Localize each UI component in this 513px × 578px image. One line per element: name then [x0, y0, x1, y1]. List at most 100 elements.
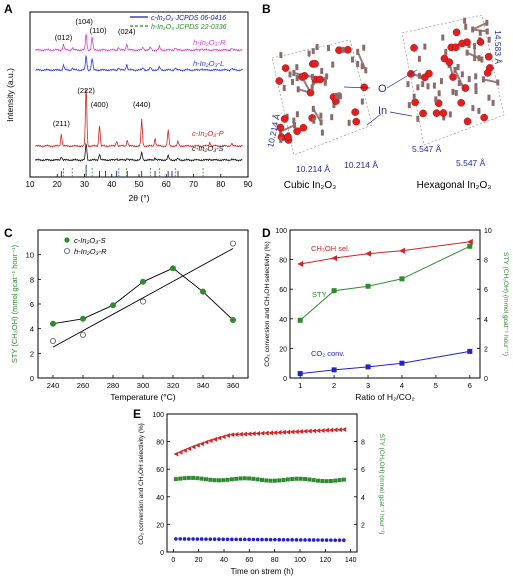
d-ytick-left-label: 0	[283, 376, 287, 383]
e-marker-sty	[216, 478, 221, 483]
e-marker-sel	[341, 427, 347, 432]
c-point-c-In2O3-S	[229, 317, 236, 324]
c-fit-line-r	[52, 248, 234, 348]
c-xlabel: Temperature (°C)	[110, 392, 175, 402]
indium-atom	[473, 43, 477, 50]
c-xtick-label: 280	[107, 381, 120, 390]
e-marker-sel	[199, 441, 205, 447]
oxygen-atom	[483, 69, 492, 77]
d-marker-CO2 conv.	[467, 348, 473, 354]
c-point-h-In2O3-R	[50, 338, 57, 345]
e-marker-sty	[221, 478, 226, 483]
e-marker-conv	[316, 538, 320, 542]
d-ytick-right-label: 8	[484, 258, 488, 265]
d-ytick-left-label: 80	[279, 258, 287, 265]
e-marker-conv	[204, 537, 208, 541]
e-marker-conv	[268, 537, 273, 542]
e-marker-sel	[233, 432, 239, 437]
d-ytick-right-label: 0	[484, 376, 488, 383]
cubic-title: Cubic In₂O₃	[284, 180, 336, 191]
xrd-peak-label-c: (400)	[91, 100, 109, 109]
xrd-xtick-label: 10	[26, 180, 35, 189]
e-marker-conv	[311, 538, 316, 542]
e-marker-sty	[178, 476, 183, 481]
e-marker-conv	[303, 538, 307, 542]
c-xtick-label: 260	[77, 381, 90, 390]
atom-label-in: In	[378, 105, 387, 117]
indium-atom	[330, 114, 334, 121]
e-marker-conv	[238, 537, 243, 542]
xrd-peak-label-h: (104)	[75, 17, 93, 26]
oxygen-atom	[461, 84, 470, 92]
e-marker-conv	[260, 537, 264, 542]
e-marker-sel	[319, 428, 325, 433]
c-xtick-label: 320	[167, 381, 180, 390]
d-ytick-left-label: 20	[279, 346, 287, 353]
e-ytick-right-label: 6	[361, 467, 365, 474]
xrd-series-label-hL: h-In₂O₃-L	[193, 59, 224, 68]
c-point-h-In2O3-R	[229, 240, 236, 247]
e-marker-conv	[174, 537, 178, 541]
xrd-xtick-label: 60	[162, 180, 171, 189]
oxygen-atom	[458, 39, 466, 48]
d-marker-sel	[398, 247, 405, 254]
e-marker-sty	[311, 478, 316, 483]
indium-atom	[448, 111, 452, 118]
indium-atom	[288, 71, 292, 78]
oxygen-atom	[449, 73, 457, 81]
oxygen-atom	[419, 109, 427, 118]
oxygen-atom	[463, 117, 472, 126]
e-ytick-left-label: 20	[156, 522, 164, 529]
oxygen-atom	[451, 43, 460, 52]
indium-atom	[295, 64, 299, 71]
indium-atom	[319, 112, 323, 119]
crystal-bond	[356, 51, 367, 71]
e-marker-sel	[289, 429, 295, 435]
e-marker-sel	[242, 431, 248, 437]
panel-label-d: D	[262, 226, 271, 240]
d-ytick-right-label: 10	[484, 228, 492, 235]
indium-atom	[335, 92, 339, 99]
xrd-legend-h: h-In₂O₃ JCPDS 22-0336	[151, 24, 227, 31]
e-ytick-right-label: 8	[361, 440, 365, 447]
xrd-peak-label-h: (012)	[55, 33, 73, 42]
stability-chart: 0 20 40 60 80 100 120 140 0 20 40 60 80 100 2 4 6 8 Time …	[138, 412, 385, 576]
indium-atom	[279, 52, 283, 59]
c-ylabel: STY (CH₃OH) (mmol gcat⁻¹ hour⁻¹)	[10, 244, 19, 363]
e-marker-sty	[212, 478, 217, 483]
oxygen-atom	[284, 132, 292, 141]
e-xtick-label: 100	[294, 557, 306, 564]
e-marker-sty	[229, 477, 234, 482]
e-marker-sel	[195, 442, 200, 448]
e-marker-sty	[251, 476, 256, 481]
indium-atom	[360, 63, 364, 70]
d-marker-STY	[297, 317, 303, 323]
d-marker-CO2 conv.	[365, 364, 371, 370]
e-marker-sty	[298, 476, 303, 481]
e-marker-sty	[277, 478, 282, 483]
e-marker-conv	[273, 537, 277, 542]
xrd-xtick-label: 30	[80, 180, 89, 189]
oxygen-atom	[280, 115, 289, 123]
e-marker-sel	[337, 427, 342, 433]
e-marker-conv	[208, 537, 213, 541]
c-point-c-In2O3-S	[110, 302, 117, 309]
e-marker-sty	[225, 477, 230, 482]
e-marker-sty	[337, 478, 342, 483]
e-ytick-left-label: 60	[156, 467, 164, 474]
indium-atom	[485, 28, 489, 35]
e-marker-sel	[259, 430, 265, 436]
indium-atom	[416, 115, 420, 122]
indium-atom	[412, 93, 416, 100]
xrd-chart: 10 20 30 40 50 60 70 80 90 (012)(104)(110) (024) (…	[5, 11, 253, 203]
e-marker-conv	[186, 537, 191, 541]
e-marker-sty	[264, 478, 269, 483]
indium-atom	[442, 114, 446, 121]
indium-atom	[320, 68, 324, 75]
e-marker-conv	[191, 537, 195, 541]
e-marker-sel	[173, 451, 179, 457]
indium-atom	[311, 105, 315, 112]
crystal-bond	[280, 124, 296, 133]
d-label-sel: CH₃OH sel.	[311, 244, 350, 253]
